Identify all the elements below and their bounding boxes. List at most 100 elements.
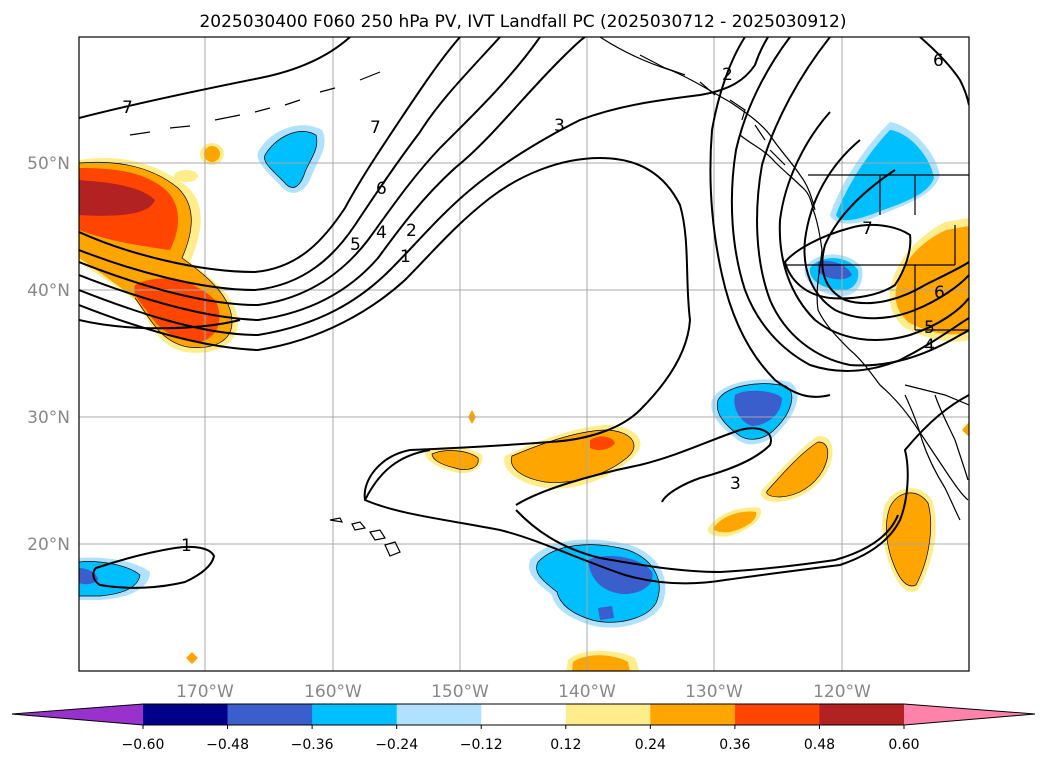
pc-outline-125w [766, 441, 829, 498]
pc-region-sub-pos-140w-red [590, 436, 615, 451]
pv-label: 4 [376, 223, 387, 243]
coast-islands-aleutian [129, 71, 381, 136]
lon-tick-label: 150°W [431, 682, 489, 702]
pv-contour-jet-2 [79, 37, 501, 292]
pv-contour-1-left [92, 545, 216, 589]
coast-gulf-ca [934, 394, 969, 481]
colorbar-segments [12, 704, 1035, 725]
pv-contours [79, 37, 969, 589]
colorbar-outline [11, 703, 1036, 726]
pv-contour-3-subtrop [515, 427, 772, 506]
pv-label: 2 [722, 65, 733, 85]
border-us-mexico [904, 384, 969, 406]
pc-outline-150w [431, 450, 479, 470]
pv-label: 6 [376, 179, 387, 199]
pv-contour-7-north [79, 37, 351, 119]
colorbar-segment [565, 704, 651, 725]
colorbar-tick-label: 0.36 [719, 737, 750, 753]
colorbar-ticks: −0.60 −0.48 −0.36 −0.24 −0.12 0.12 0.24 0.36 0.4… [122, 725, 920, 753]
pc-region-pos-small-bottom [186, 652, 198, 664]
pv-contour-jet-1 [79, 37, 461, 274]
pv-label: 3 [554, 116, 565, 136]
colorbar-tick-label: 0.24 [635, 737, 666, 753]
pv-label: 6 [934, 283, 945, 303]
pv-label: 7 [122, 98, 133, 118]
border-states-1 [785, 175, 969, 331]
lon-tick-label: 170°W [176, 682, 234, 702]
colorbar-tick-label: 0.48 [804, 737, 835, 753]
pc-region-pos-113w-40n-orange [895, 226, 969, 335]
colorbar-tick-label: −0.24 [375, 737, 418, 753]
pv-contour-jet-5 [79, 37, 769, 337]
colorbar-segment [650, 704, 736, 725]
map-frame [78, 36, 970, 672]
lat-tick-label: 20°N [27, 535, 70, 555]
pc-region-neg-140w-blue-small [598, 606, 614, 620]
lat-tick-label: 30°N [27, 408, 70, 428]
pv-label: 5 [350, 235, 361, 255]
pv-label: 7 [862, 219, 873, 239]
pv-label: 1 [181, 536, 192, 556]
pv-contour-ridge-a [709, 37, 831, 398]
colorbar-tick-label: 0.60 [888, 737, 919, 753]
pv-label: 6 [933, 51, 944, 71]
lon-tick-label: 120°W [813, 682, 871, 702]
colorbar-segment [481, 704, 567, 725]
pc-outline-sub-pos [510, 429, 635, 483]
colorbar-segment [396, 704, 482, 725]
pv-contour-low-c [821, 169, 969, 305]
pv-contour-ridge-c [756, 37, 969, 367]
lat-tick-labels: 50°N 40°N 30°N 20°N [27, 154, 70, 555]
coast-us-west [816, 249, 969, 501]
pc-region-neg-160w-core [264, 131, 317, 188]
colorbar-tick-label: −0.60 [122, 737, 165, 753]
pv-label: 4 [924, 336, 935, 356]
pv-contour-1-sub [515, 509, 899, 574]
pv-contour-labels: 7 7 6 5 4 2 1 3 2 6 7 6 5 4 3 1 [122, 51, 945, 556]
colorbar-tick-label: −0.36 [291, 737, 334, 753]
pc-region-small-yellow-2 [174, 170, 198, 182]
map-background [79, 37, 969, 671]
map-panel: 7 7 6 5 4 2 1 3 2 6 7 6 5 4 3 1 [78, 36, 970, 672]
coast-hawaii [329, 517, 401, 557]
pv-contour-jet-3 [79, 37, 541, 307]
pc-region-small-orange-1 [204, 146, 220, 162]
pv-label: 7 [370, 118, 381, 138]
lat-tick-label: 50°N [27, 154, 70, 174]
coast-baja [904, 394, 961, 521]
pv-contour-low-a [778, 111, 969, 341]
colorbar-tick-label: −0.12 [460, 737, 503, 753]
pv-contour-sub-left [364, 449, 431, 501]
pv-contour-low-d [783, 223, 912, 300]
lon-tick-label: 130°W [685, 682, 743, 702]
colorbar-segment [143, 704, 229, 725]
colorbar: −0.60 −0.48 −0.36 −0.24 −0.12 0.12 0.24 0.36 0.4… [11, 703, 1036, 753]
pc-outline-160w [264, 131, 318, 188]
pv-label: 1 [400, 247, 411, 267]
pc-region-pos-small-right [962, 422, 969, 437]
pv-contour-jet-6 [79, 156, 969, 585]
lon-tick-label: 140°W [558, 682, 616, 702]
colorbar-segment [734, 704, 820, 725]
pc-outline-dateline [79, 161, 233, 348]
lat-tick-label: 40°N [27, 281, 70, 301]
colorbar-segment [819, 704, 905, 725]
colorbar-extend-high [904, 704, 1035, 725]
colorbar-extend-low [12, 704, 143, 725]
pv-label: 3 [730, 474, 741, 494]
pc-region-neg-left-blue [79, 568, 98, 585]
pv-contour-low-b [803, 139, 969, 320]
pc-region-neg-140w-blue [588, 556, 653, 595]
pv-label: 2 [406, 221, 417, 241]
coast-bc-islands [639, 54, 786, 166]
pc-outline-113w-20n [886, 492, 932, 587]
lon-tick-labels: 170°W 160°W 150°W 140°W 130°W 120°W [176, 682, 871, 702]
pc-region-pos-150w-27n-orange [432, 450, 479, 470]
pv-contour-inner-trough [79, 319, 241, 330]
lon-tick-label: 160°W [304, 682, 362, 702]
pv-contour-top-right [919, 37, 969, 106]
pc-outline-left [79, 561, 141, 597]
colorbar-tick-label: −0.48 [206, 737, 249, 753]
pc-region-pos-130w-22n-orange [713, 511, 757, 533]
pv-contour-jet-4 [79, 37, 586, 322]
